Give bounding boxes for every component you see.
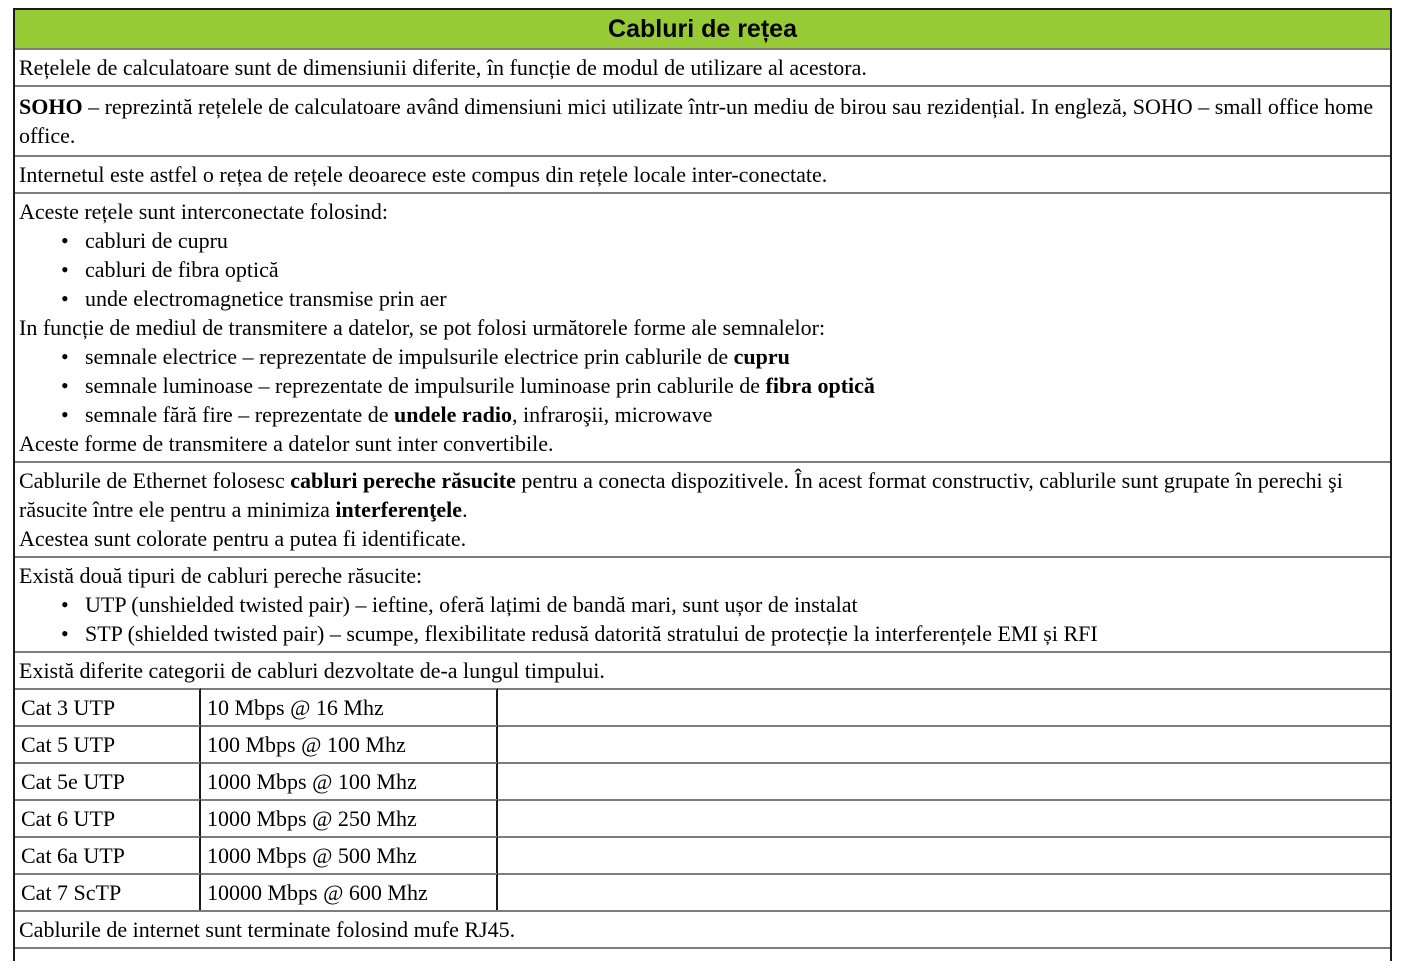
list-item-bold: fibra optică	[765, 373, 875, 398]
interconnect-lead: Aceste rețele sunt interconectate folosi…	[19, 199, 388, 224]
category-table: Cat 3 UTP 10 Mbps @ 16 Mhz Cat 5 UTP 100…	[15, 688, 1390, 910]
twisted-types-lead: Există două tipuri de cabluri pereche ră…	[19, 563, 423, 588]
row-interconnect: Aceste rețele sunt interconectate folosi…	[15, 192, 1390, 461]
note-cell	[498, 688, 1390, 725]
list-item-bold: cupru	[733, 344, 790, 369]
page-title: Cabluri de rețea	[608, 14, 797, 43]
category-cell: Cat 6 UTP	[15, 799, 201, 836]
list-item-text: semnale electrice – reprezentate de impu…	[85, 344, 734, 369]
ethernet-text: pentru a conecta dispozitivele. În acest…	[19, 468, 1343, 522]
ethernet-colors-note: Acestea sunt colorate pentru a putea fi …	[19, 526, 467, 551]
list-item: cabluri de cupru	[19, 226, 1386, 255]
category-cell: Cat 6a UTP	[15, 836, 201, 873]
clipped-next-row	[15, 947, 1390, 961]
list-item: semnale fără fire – reprezentate de unde…	[19, 400, 1386, 429]
title-bar: Cabluri de rețea	[15, 10, 1390, 48]
ethernet-text: .	[462, 497, 468, 522]
list-item-bold: undele radio	[394, 402, 512, 427]
intro-text: Rețelele de calculatoare sunt de dimensi…	[19, 55, 867, 80]
list-item-text: semnale fără fire – reprezentate de	[85, 402, 395, 427]
list-item: UTP (unshielded twisted pair) – ieftine,…	[19, 590, 1386, 619]
spec-cell: 1000 Mbps @ 500 Mhz	[201, 836, 498, 873]
list-item: cabluri de fibra optică	[19, 255, 1386, 284]
category-cell: Cat 3 UTP	[15, 688, 201, 725]
note-cell	[498, 725, 1390, 762]
list-item-text: cabluri de fibra optică	[85, 257, 279, 282]
list-item: STP (shielded twisted pair) – scumpe, fl…	[19, 619, 1386, 648]
list-item: unde electromagnetice transmise prin aer	[19, 284, 1386, 313]
category-cell: Cat 7 ScTP	[15, 873, 201, 910]
row-ethernet: Cablurile de Ethernet folosesc cabluri p…	[15, 461, 1390, 556]
list-item-text: semnale luminoase – reprezentate de impu…	[85, 373, 766, 398]
signals-lead: In funcție de mediul de transmitere a da…	[19, 315, 826, 340]
soho-text: – reprezintă rețelele de calculatoare av…	[19, 94, 1374, 148]
ethernet-bold: cabluri pereche răsucite	[290, 468, 516, 493]
spec-cell: 1000 Mbps @ 100 Mhz	[201, 762, 498, 799]
ethernet-paragraph: Cablurile de Ethernet folosesc cabluri p…	[19, 466, 1386, 524]
note-cell	[498, 873, 1390, 910]
category-cell: Cat 5e UTP	[15, 762, 201, 799]
list-item: semnale luminoase – reprezentate de impu…	[19, 371, 1386, 400]
row-categories-lead: Există diferite categorii de cabluri dez…	[15, 651, 1390, 688]
row-soho: SOHO – reprezintă rețelele de calculatoa…	[15, 85, 1390, 155]
interconnect-closing: Aceste forme de transmitere a datelor su…	[19, 431, 554, 456]
row-intro: Rețelele de calculatoare sunt de dimensi…	[15, 48, 1390, 85]
note-cell	[498, 799, 1390, 836]
ethernet-text: Cablurile de Ethernet folosesc	[19, 468, 291, 493]
rj45-text: Cablurile de internet sunt terminate fol…	[19, 917, 516, 942]
ethernet-bold: interferenţele	[335, 497, 463, 522]
categories-lead-text: Există diferite categorii de cabluri dez…	[19, 658, 605, 683]
note-cell	[498, 762, 1390, 799]
document-table: Cabluri de rețea Rețelele de calculatoar…	[13, 8, 1392, 961]
spec-cell: 10000 Mbps @ 600 Mhz	[201, 873, 498, 910]
row-internet: Internetul este astfel o rețea de rețele…	[15, 155, 1390, 192]
list-item-text: unde electromagnetice transmise prin aer	[85, 286, 447, 311]
list-item: semnale electrice – reprezentate de impu…	[19, 342, 1386, 371]
soho-term: SOHO	[19, 94, 83, 119]
spec-cell: 1000 Mbps @ 250 Mhz	[201, 799, 498, 836]
category-cell: Cat 5 UTP	[15, 725, 201, 762]
list-item-text: cabluri de cupru	[85, 228, 228, 253]
internet-text: Internetul este astfel o rețea de rețele…	[19, 162, 828, 187]
row-twisted-types: Există două tipuri de cabluri pereche ră…	[15, 556, 1390, 651]
list-item-text: , infraroşii, microwave	[512, 402, 713, 427]
list-item-text: UTP (unshielded twisted pair) – ieftine,…	[85, 592, 858, 617]
row-rj45: Cablurile de internet sunt terminate fol…	[15, 910, 1390, 947]
list-item-text: STP (shielded twisted pair) – scumpe, fl…	[85, 621, 1098, 646]
spec-cell: 100 Mbps @ 100 Mhz	[201, 725, 498, 762]
note-cell	[498, 836, 1390, 873]
spec-cell: 10 Mbps @ 16 Mhz	[201, 688, 498, 725]
